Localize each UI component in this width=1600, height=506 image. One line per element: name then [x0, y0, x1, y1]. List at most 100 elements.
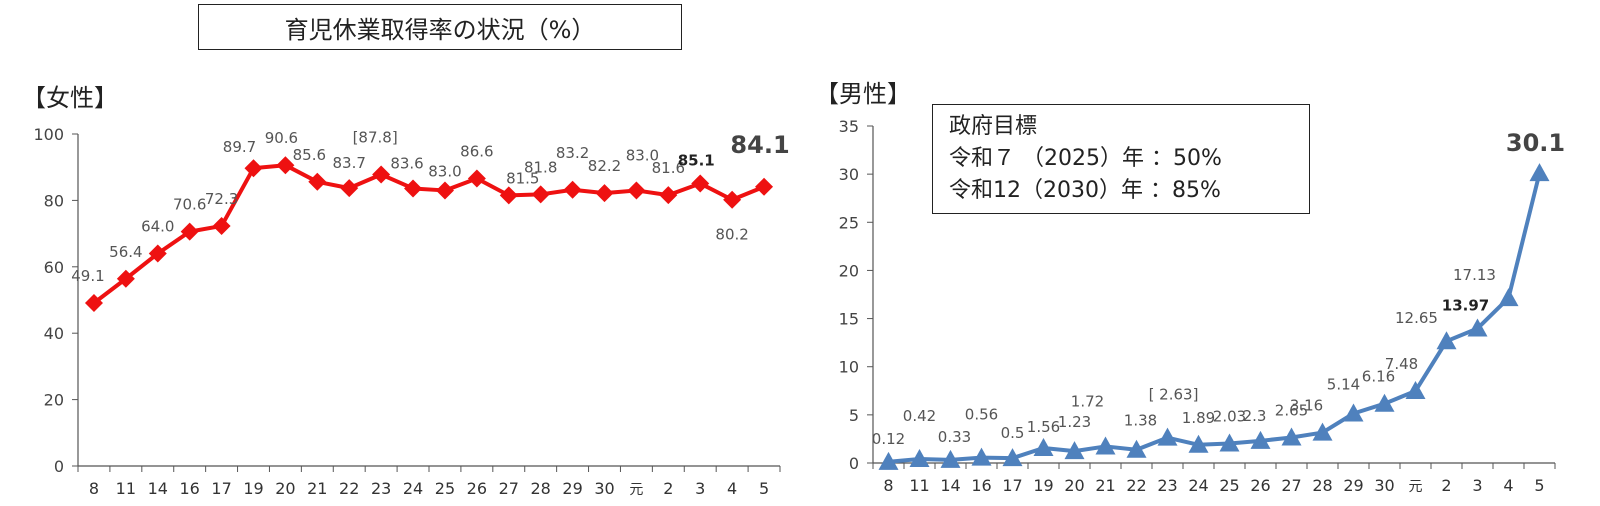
female-data-label: 80.2 — [715, 226, 748, 244]
female-data-label: 81.8 — [524, 158, 557, 176]
female-data-label: 83.0 — [428, 162, 461, 180]
male-x-tick-label: 14 — [940, 476, 960, 495]
male-y-tick-label: 25 — [839, 213, 859, 232]
female-data-label: [87.8] — [353, 129, 398, 147]
male-y-tick-label: 20 — [839, 261, 859, 280]
male-x-tick-label: 21 — [1095, 476, 1115, 495]
male-x-tick-label: 26 — [1250, 476, 1270, 495]
target-line-2030: 令和12（2030）年 ：85% — [949, 178, 1221, 203]
male-data-label: 1.89 — [1182, 409, 1215, 427]
male-x-tick-label: 24 — [1188, 476, 1208, 495]
female-x-tick-label: 26 — [467, 479, 487, 498]
female-data-point — [435, 181, 454, 200]
female-y-tick-label: 100 — [33, 125, 64, 144]
female-x-tick-label: 11 — [116, 479, 136, 498]
male-data-label: 7.48 — [1385, 355, 1418, 373]
female-data-label: 56.4 — [109, 243, 142, 261]
female-data-point — [180, 222, 199, 241]
female-x-tick-label: 16 — [180, 479, 200, 498]
female-x-tick-label: 21 — [307, 479, 327, 498]
female-data-label: 81.5 — [506, 169, 539, 187]
male-x-tick-label: 23 — [1157, 476, 1177, 495]
male-data-point — [1281, 427, 1302, 446]
female-data-point — [627, 181, 646, 200]
male-data-label: [ 2.63] — [1149, 386, 1199, 404]
male-data-point — [1467, 318, 1488, 337]
male-x-tick-label: 19 — [1033, 476, 1053, 495]
male-x-tick-label: 11 — [909, 476, 929, 495]
male-data-label: 0.42 — [903, 407, 936, 425]
female-x-tick-label: 元 — [629, 482, 643, 498]
female-data-label: 86.6 — [460, 142, 493, 160]
male-data-point — [1498, 288, 1519, 307]
male-data-point — [1529, 163, 1550, 182]
male-data-label: 13.97 — [1442, 296, 1489, 314]
female-data-point — [595, 184, 614, 203]
female-data-label: 83.7 — [333, 154, 366, 172]
female-data-point — [755, 177, 774, 196]
male-x-tick-label: 30 — [1374, 476, 1394, 495]
female-data-point — [308, 172, 327, 191]
female-data-label: 64.0 — [141, 218, 174, 236]
male-x-tick-label: 5 — [1534, 476, 1544, 495]
male-x-tick-label: 3 — [1472, 476, 1482, 495]
female-y-tick-label: 60 — [44, 258, 64, 277]
male-data-label: 0.5 — [1001, 424, 1025, 442]
male-data-label: 17.13 — [1453, 266, 1496, 284]
female-x-tick-label: 19 — [243, 479, 263, 498]
target-line-2025: 令和７ （2025）年 ：50% — [949, 146, 1222, 171]
female-data-label: 81.6 — [652, 159, 685, 177]
male-data-point — [1219, 433, 1240, 452]
male-data-point — [971, 447, 992, 466]
male-data-point — [1188, 434, 1209, 453]
male-data-point — [1064, 441, 1085, 460]
male-x-tick-label: 2 — [1441, 476, 1451, 495]
female-series-line — [92, 163, 765, 305]
female-x-tick-label: 22 — [339, 479, 359, 498]
female-data-point — [531, 185, 550, 204]
male-data-point — [1002, 448, 1023, 467]
male-x-tick-label: 4 — [1503, 476, 1513, 495]
female-x-tick-label: 2 — [663, 479, 673, 498]
female-x-tick-label: 28 — [531, 479, 551, 498]
male-x-tick-label: 22 — [1126, 476, 1146, 495]
female-x-tick-label: 29 — [562, 479, 582, 498]
male-data-label: 1.72 — [1071, 392, 1104, 410]
male-data-point — [1374, 393, 1395, 412]
male-data-label: 6.16 — [1362, 368, 1395, 386]
male-x-tick-label: 28 — [1312, 476, 1332, 495]
male-data-label: 2.3 — [1243, 407, 1267, 425]
male-data-label: 2.65 — [1275, 401, 1308, 419]
female-x-tick-label: 17 — [211, 479, 231, 498]
male-panel-label: 【男性】 — [815, 80, 911, 108]
male-x-tick-label: 17 — [1002, 476, 1022, 495]
female-data-label: 49.1 — [71, 267, 104, 285]
female-data-label: 89.7 — [223, 138, 256, 156]
female-data-point — [244, 159, 263, 178]
female-panel-label: 【女性】 — [22, 84, 118, 112]
female-data-label: 82.2 — [588, 157, 621, 175]
male-x-tick-label: 27 — [1281, 476, 1301, 495]
female-y-tick-label: 80 — [44, 191, 64, 210]
male-x-tick-label: 元 — [1409, 479, 1423, 495]
female-x-tick-label: 14 — [148, 479, 168, 498]
male-data-point — [1126, 439, 1147, 458]
male-y-tick-label: 15 — [839, 310, 859, 329]
male-data-point — [940, 449, 961, 468]
male-series-line — [888, 172, 1542, 464]
male-data-label: 0.56 — [965, 406, 998, 424]
male-data-point — [878, 451, 899, 470]
male-data-label: 0.12 — [872, 430, 905, 448]
female-x-tick-label: 24 — [403, 479, 423, 498]
female-x-tick-label: 20 — [275, 479, 295, 498]
male-data-label: 12.65 — [1395, 309, 1438, 327]
male-data-point — [1343, 403, 1364, 422]
male-y-tick-label: 30 — [839, 165, 859, 184]
male-data-label: 1.23 — [1058, 413, 1091, 431]
female-data-label: 85.1 — [678, 151, 715, 169]
male-data-point — [1312, 422, 1333, 441]
female-data-point — [723, 190, 742, 209]
male-y-tick-label: 10 — [839, 358, 859, 377]
male-data-point — [1250, 430, 1271, 449]
